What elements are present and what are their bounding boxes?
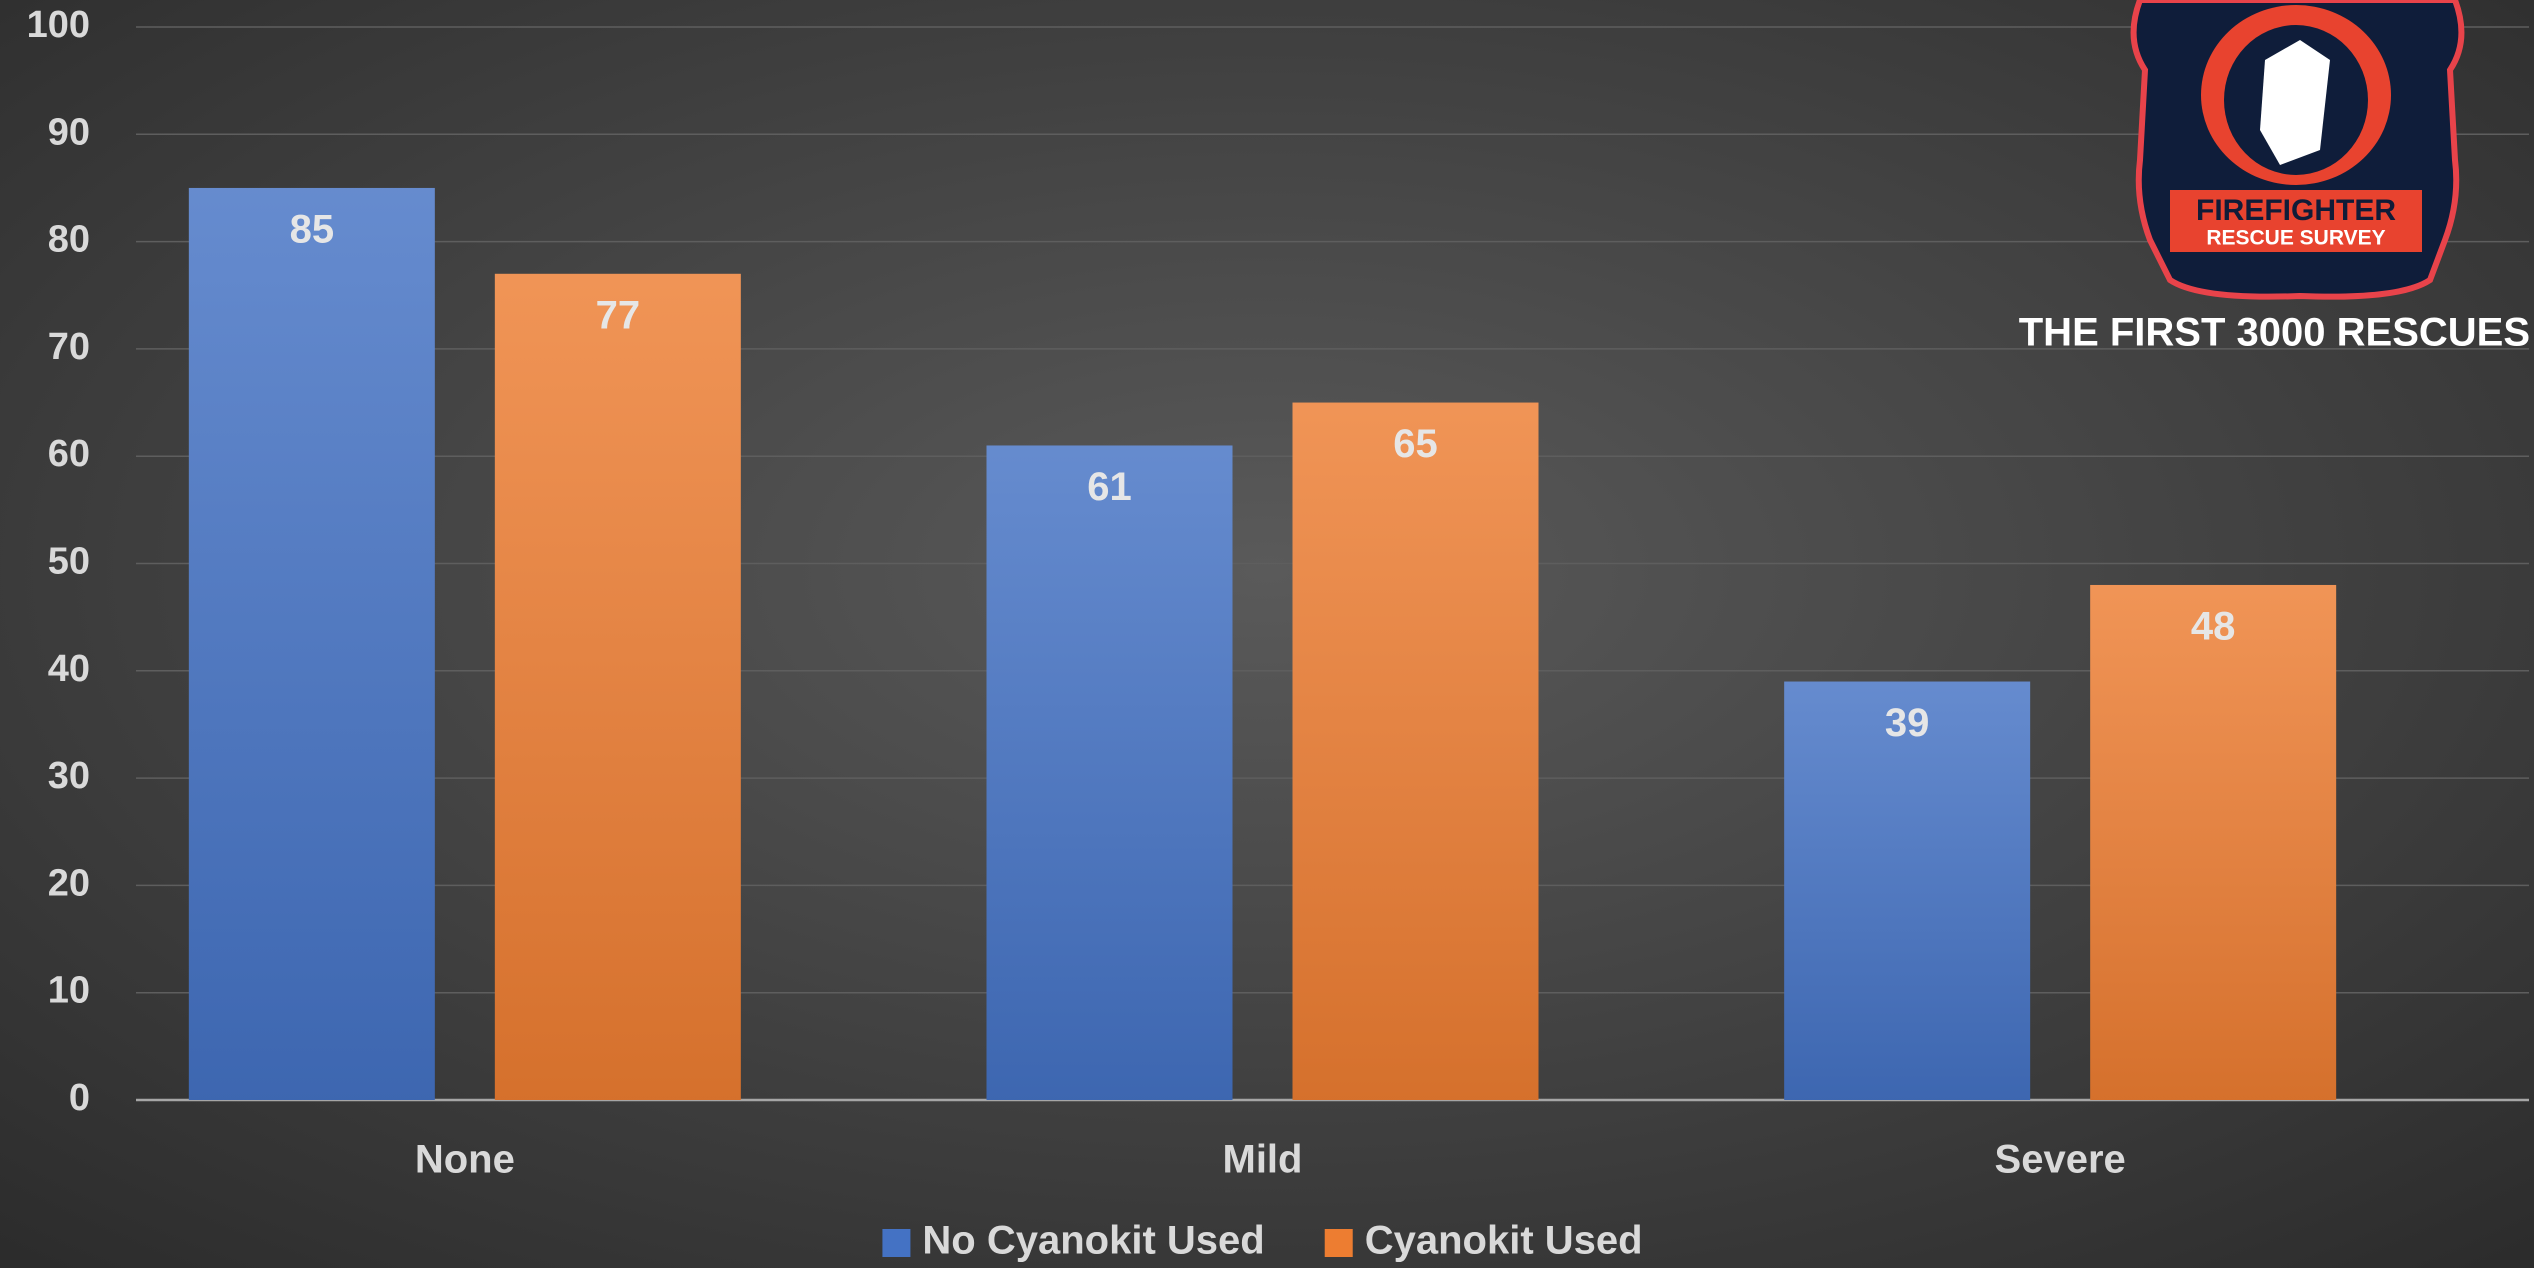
bar xyxy=(2090,584,2337,1100)
bar xyxy=(1784,681,2031,1100)
y-tick-label: 10 xyxy=(48,970,90,1012)
logo-figure xyxy=(2260,40,2330,165)
bar xyxy=(188,187,435,1100)
subtitle: THE FIRST 3000 RESCUES xyxy=(2019,311,2530,355)
data-label: 65 xyxy=(1393,422,1438,466)
data-label: 48 xyxy=(2191,605,2236,649)
legend: No Cyanokit Used Cyanokit Used xyxy=(882,1219,1643,1263)
logo-title: FIREFIGHTER xyxy=(2196,194,2396,227)
y-tick-label: 20 xyxy=(48,862,90,904)
data-label: 77 xyxy=(596,293,641,337)
y-tick-label: 0 xyxy=(69,1077,90,1119)
bar xyxy=(494,273,741,1100)
data-label: 85 xyxy=(290,208,335,252)
y-tick-label: 80 xyxy=(48,219,90,261)
y-tick-label: 40 xyxy=(48,648,90,690)
x-tick-label: Mild xyxy=(1223,1138,1303,1182)
legend-label: No Cyanokit Used xyxy=(922,1219,1264,1263)
legend-swatch xyxy=(882,1229,911,1257)
y-tick-label: 70 xyxy=(48,326,90,368)
x-tick-label: None xyxy=(415,1138,515,1182)
y-tick-label: 90 xyxy=(48,111,90,153)
data-label: 61 xyxy=(1087,465,1132,509)
y-tick-label: 50 xyxy=(48,541,90,583)
bar xyxy=(986,445,1233,1101)
y-tick-label: 60 xyxy=(48,433,90,475)
x-tick-label: Severe xyxy=(1995,1138,2126,1182)
data-label: 39 xyxy=(1885,701,1930,745)
logo-banner xyxy=(2170,190,2422,252)
bar xyxy=(1292,402,1539,1100)
plot: 0 10 20 30 40 50 60 70 80 90 100 None 85 77 Mild 61 65 Se… xyxy=(27,4,2529,1263)
y-tick-label: 100 xyxy=(27,4,90,46)
logo xyxy=(2130,0,2465,300)
legend-label: Cyanokit Used xyxy=(1365,1219,1643,1263)
logo-subtitle: RESCUE SURVEY xyxy=(2206,227,2385,250)
legend-swatch xyxy=(1324,1229,1353,1257)
y-tick-label: 30 xyxy=(48,755,90,797)
